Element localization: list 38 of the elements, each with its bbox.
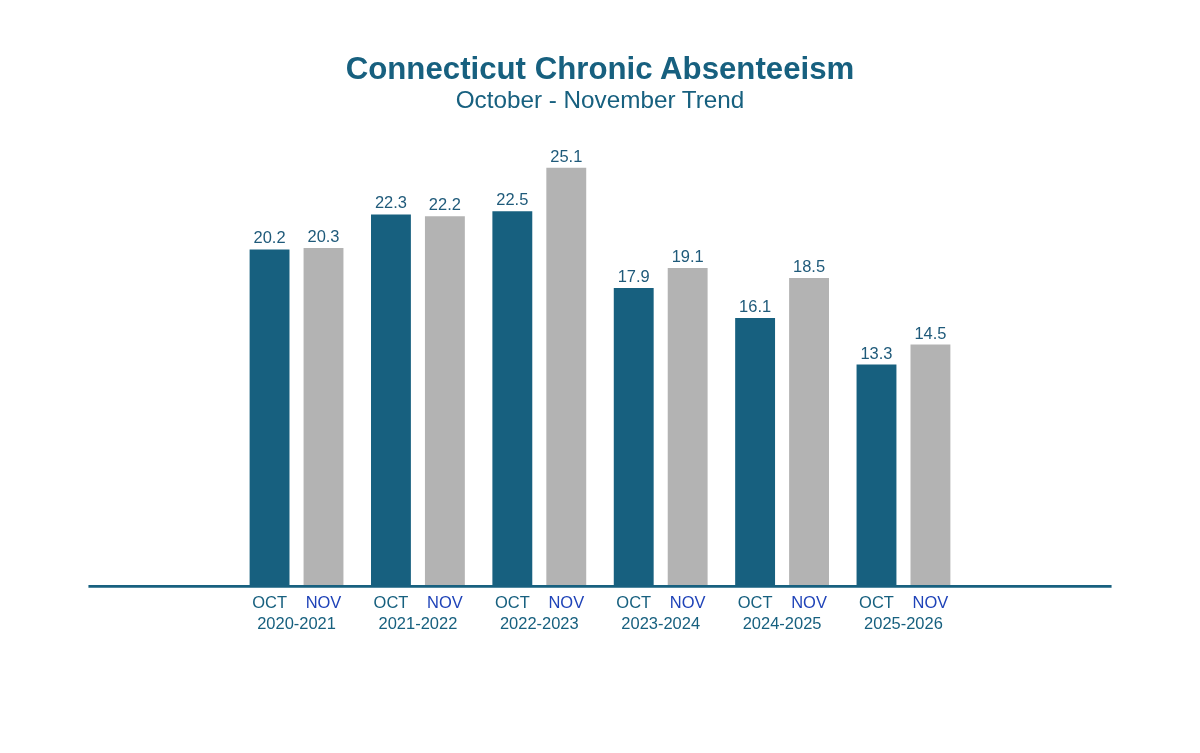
- series-label: OCT: [252, 593, 287, 612]
- text: NOV: [669, 593, 706, 612]
- bar: [667, 267, 708, 587]
- series-label: NOV: [305, 593, 342, 612]
- text: NOV: [912, 593, 949, 612]
- data-label: 13.3: [860, 343, 893, 362]
- data-label: 18.5: [793, 256, 826, 275]
- x-tick-label: 2023-2024: [621, 614, 701, 633]
- text: OCT: [373, 593, 409, 612]
- text: NOV: [548, 593, 585, 612]
- x-tick-label: 2025-2026: [864, 614, 943, 633]
- data-label: 19.1: [671, 246, 704, 265]
- bar: [424, 216, 465, 587]
- text: OCT: [737, 593, 773, 612]
- data-label: 16.1: [739, 296, 772, 315]
- text: OCT: [616, 593, 652, 612]
- x-tick-label: 2024-2025: [742, 614, 822, 633]
- text: OCT: [859, 593, 894, 612]
- bar: [910, 344, 951, 587]
- x-tick-label: 2022-2023: [499, 614, 579, 633]
- text: NOV: [427, 593, 463, 612]
- x-tick-label: 2020-2021: [257, 614, 336, 633]
- bar: [789, 277, 829, 587]
- data-label: 17.9: [617, 266, 650, 285]
- data-label: 20.2: [253, 228, 286, 247]
- data-label: 22.5: [496, 190, 529, 209]
- chart-title: Connecticut Chronic Absenteeism: [345, 51, 855, 87]
- chart-subtitle: October - November Trend: [455, 86, 745, 114]
- data-label: 25.1: [550, 146, 583, 165]
- bar: [303, 247, 344, 587]
- data-label: 14.5: [914, 323, 947, 342]
- text: OCT: [494, 593, 530, 612]
- data-label: 22.3: [374, 193, 407, 212]
- data-label: 22.2: [428, 195, 461, 214]
- bar: [546, 167, 587, 587]
- text: NOV: [791, 593, 827, 612]
- data-label: 20.3: [307, 226, 340, 245]
- x-tick-label: 2021-2022: [378, 614, 458, 633]
